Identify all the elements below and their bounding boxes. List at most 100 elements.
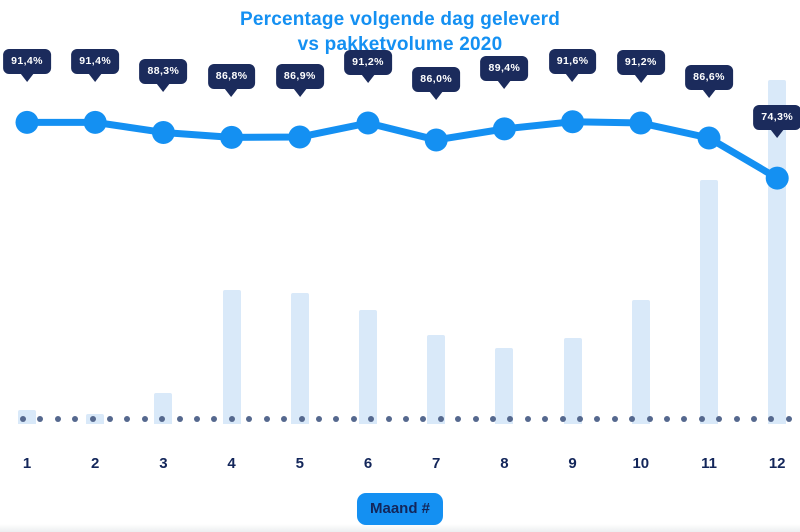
line-point: [288, 125, 312, 149]
chart-title-line1: Percentage volgende dag geleverd: [239, 9, 560, 30]
baseline-dot: [37, 415, 44, 422]
baseline-dot: [124, 415, 131, 422]
baseline-dot: [20, 415, 26, 422]
line-point: [629, 111, 653, 135]
baseline-dot: [455, 415, 462, 422]
value-tooltip: 86,6%: [685, 65, 733, 90]
chart-title: Percentage volgende dag geleverd vs pakk…: [0, 7, 800, 57]
baseline-dot: [646, 415, 653, 422]
volume-bar: [290, 293, 309, 424]
baseline-dot: [281, 415, 288, 422]
baseline-dot: [420, 415, 427, 422]
volume-bar: [700, 180, 718, 424]
line-point: [83, 110, 107, 134]
baseline-dot: [315, 415, 322, 422]
volume-bar: [495, 348, 514, 424]
baseline-dot: [716, 415, 723, 422]
line-point: [492, 117, 516, 141]
baseline-dot: [107, 415, 114, 422]
baseline-dot: [681, 415, 688, 422]
x-axis-label: 11: [701, 455, 717, 472]
x-axis-label: 9: [568, 455, 577, 472]
volume-bar: [427, 335, 446, 424]
value-tooltip: 91,2%: [616, 50, 665, 75]
baseline-dot: [698, 415, 705, 422]
baseline-dot: [211, 415, 218, 422]
x-axis-label: 5: [295, 455, 304, 472]
x-axis-label: 12: [768, 455, 786, 472]
value-tooltip: 86,0%: [412, 67, 461, 92]
value-tooltip: 88,3%: [139, 59, 188, 84]
baseline-dot: [629, 415, 636, 422]
baseline-dot: [368, 415, 375, 422]
baseline-dot: [54, 415, 61, 422]
line-point: [356, 111, 380, 135]
value-tooltip: 91,4%: [3, 49, 51, 74]
baseline-dots: [20, 415, 792, 422]
volume-bar: [359, 310, 377, 424]
baseline-dot: [89, 415, 96, 422]
baseline-dot: [664, 415, 671, 422]
x-axis-label: 7: [432, 455, 441, 472]
value-tooltip: 86,8%: [207, 64, 256, 89]
value-tooltip: 89,4%: [480, 56, 529, 81]
baseline-dot: [298, 415, 305, 422]
baseline-dot: [507, 415, 514, 422]
line-point: [220, 125, 244, 149]
x-axis-label: 3: [159, 455, 168, 472]
line-point: [15, 110, 39, 134]
volume-bar: [154, 393, 173, 424]
value-tooltip: 91,4%: [71, 49, 120, 74]
baseline-dot: [472, 415, 479, 422]
baseline-dot: [385, 415, 392, 422]
volume-bar: [768, 80, 787, 424]
x-axis-label: 8: [500, 455, 509, 472]
line-point: [765, 166, 789, 190]
baseline-dot: [577, 415, 583, 422]
baseline-dot: [594, 415, 601, 422]
value-tooltip: 91,6%: [548, 49, 597, 74]
x-axis-label: 2: [91, 455, 100, 472]
x-axis-label: 4: [227, 455, 236, 472]
baseline-dot: [159, 415, 166, 422]
bottom-edge: [0, 524, 800, 532]
baseline-dot: [402, 415, 409, 422]
x-axis-label: 10: [632, 455, 650, 472]
baseline-dot: [194, 415, 201, 422]
value-tooltip: 74,3%: [753, 105, 800, 130]
line-point: [151, 120, 175, 144]
value-tooltip: 86,9%: [275, 64, 324, 89]
value-tooltip: 91,2%: [344, 50, 392, 75]
line-point: [424, 128, 448, 152]
baseline-dot: [785, 415, 792, 422]
baseline-dot: [176, 415, 183, 422]
baseline-dot: [72, 415, 79, 422]
baseline-dot: [228, 415, 235, 422]
baseline-dot: [350, 415, 357, 422]
baseline-dot: [751, 415, 758, 422]
baseline-dot: [559, 415, 566, 422]
volume-bar: [631, 300, 650, 424]
volume-bar: [222, 290, 241, 424]
baseline-dot: [333, 415, 340, 422]
baseline-dot: [246, 415, 253, 422]
line-point: [697, 126, 721, 150]
x-axis-label: 6: [363, 455, 373, 472]
baseline-dot: [263, 415, 270, 422]
baseline-dot: [768, 415, 775, 422]
baseline-dot: [489, 415, 496, 422]
baseline-dot: [542, 415, 549, 422]
baseline-dot: [437, 415, 444, 422]
line-point: [561, 110, 585, 134]
baseline-dot: [733, 415, 740, 422]
baseline-dot: [611, 415, 618, 422]
baseline-dot: [141, 415, 148, 422]
x-axis-label: 1: [22, 455, 32, 472]
volume-bar: [563, 338, 582, 424]
month-axis-badge: Maand #: [356, 493, 444, 525]
baseline-dot: [524, 415, 531, 422]
